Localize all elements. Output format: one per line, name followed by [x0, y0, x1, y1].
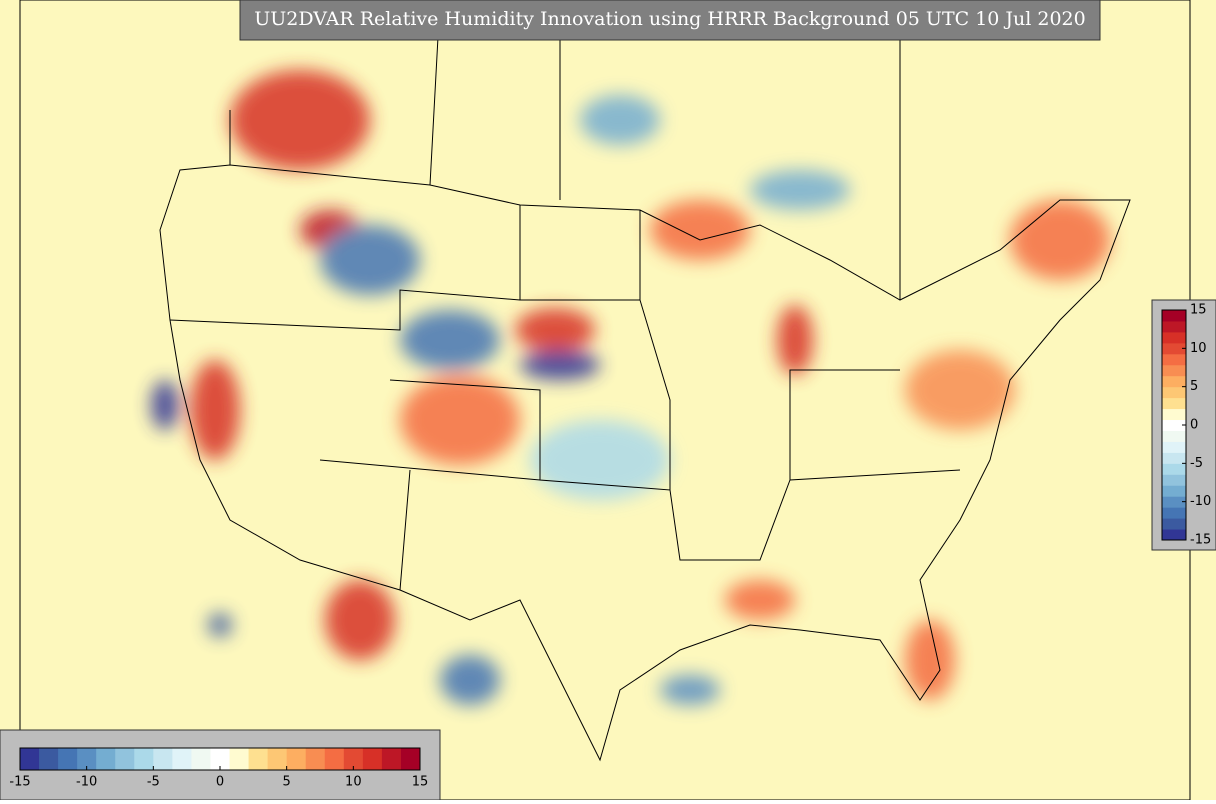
colorbar-tick-label: -10 — [76, 775, 97, 790]
colorbar-segment — [267, 748, 288, 770]
colorbar-segment — [248, 748, 269, 770]
colorbar-segment — [1162, 353, 1186, 366]
colorbar-segment — [77, 748, 97, 770]
colorbar-segment — [1162, 331, 1186, 344]
colorbar-segment — [1162, 430, 1186, 442]
colorbar-segment — [286, 748, 307, 770]
title-box — [239, 0, 1101, 41]
colorbar-segment — [229, 748, 250, 770]
colorbar-segment — [381, 748, 402, 770]
colorbar-tick-label: -15 — [9, 775, 30, 790]
colorbar-segment — [1162, 397, 1186, 410]
colorbar-segment — [1162, 320, 1186, 333]
colorbar-tick-label: 5 — [1190, 379, 1198, 394]
colorbar-segment — [1162, 441, 1186, 453]
colorbar-tick-label: -5 — [147, 775, 160, 790]
colorbar-tick-label: 10 — [1190, 341, 1207, 356]
colorbar-segment — [115, 748, 135, 770]
colorbar-segment — [324, 748, 345, 770]
colorbar-tick-label: 10 — [345, 775, 362, 790]
colorbar-segment — [1162, 408, 1186, 421]
colorbar-segment — [210, 748, 231, 770]
colorbar-segment — [362, 748, 383, 770]
colorbar-tick-label: 0 — [216, 775, 224, 790]
colorbar-segment — [1162, 375, 1186, 388]
colorbar-vertical: -15 -10 -5 0 5 10 15 — [1161, 303, 1211, 548]
colorbar-tick-label: 0 — [1190, 418, 1198, 433]
colorbar-segment — [96, 748, 116, 770]
colorbar-segment — [305, 748, 326, 770]
colorbar-tick-label: 15 — [1190, 303, 1207, 318]
colorbar-segment — [1162, 485, 1186, 497]
colorbar-segment — [20, 748, 40, 770]
colorbar-tick-label: 15 — [412, 775, 429, 790]
colorbar-segment — [39, 748, 59, 770]
colorbar-segment — [1162, 386, 1186, 399]
colorbar-segment — [1162, 452, 1186, 464]
colorbar-tick-label: -15 — [1190, 533, 1211, 548]
colorbar-segment — [191, 748, 211, 770]
colorbar-segment — [1162, 507, 1186, 519]
colorbar-segment — [1162, 496, 1186, 508]
colorbar-segment — [1162, 474, 1186, 486]
colorbar-tick-label: -10 — [1190, 494, 1211, 509]
colorbar-segment — [1162, 342, 1186, 355]
colorbar-tick-label: 5 — [283, 775, 291, 790]
colorbar-segment — [1162, 518, 1186, 530]
colorbar-segment — [1162, 310, 1186, 322]
colorbar-segment — [400, 748, 421, 770]
map-title: UU2DVAR Relative Humidity Innovation usi… — [254, 8, 1086, 30]
colorbar-segment — [58, 748, 78, 770]
innovation-field — [151, 70, 1110, 705]
colorbar-segment — [343, 748, 364, 770]
colorbar-segment — [1162, 419, 1186, 431]
colorbar-horizontal: -15 -10 -5 0 5 10 15 — [9, 747, 429, 790]
colorbar-segment — [1162, 364, 1186, 377]
colorbar-segment — [153, 748, 173, 770]
colorbar-segment — [172, 748, 192, 770]
boundaries — [159, 0, 1131, 762]
colorbar-segment — [1162, 529, 1186, 541]
colorbar-segment — [1162, 463, 1186, 475]
colorbar-tick-label: -5 — [1190, 456, 1203, 471]
colorbar-segment — [134, 748, 154, 770]
